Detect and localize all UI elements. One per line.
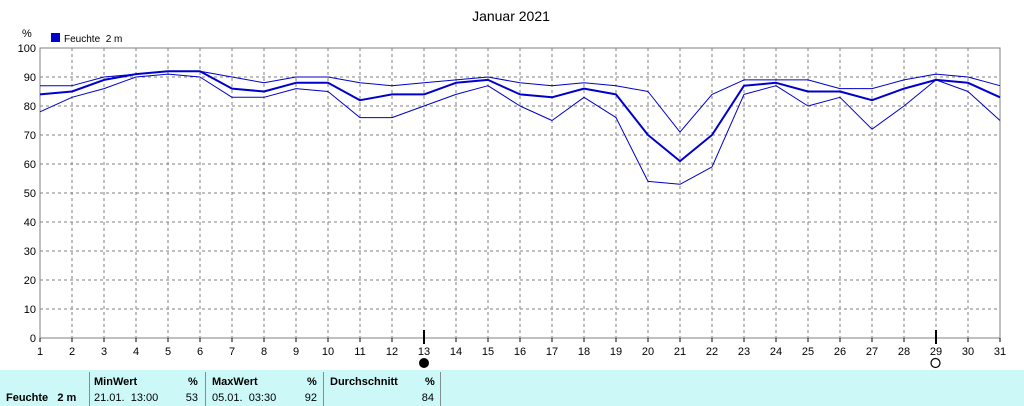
min-header: MinWert bbox=[94, 376, 138, 388]
max-unit: % bbox=[307, 376, 317, 388]
x-tick-label: 18 bbox=[578, 346, 590, 358]
x-axis: 1 2 3 4 5 6 7 8 9 10 11 12 13 14 15 16 17 18 19 20 21 22 23 24 2… bbox=[37, 338, 1006, 358]
y-tick-label: 100 bbox=[18, 43, 36, 55]
y-tick-label: 50 bbox=[24, 188, 36, 200]
x-tick-label: 20 bbox=[642, 346, 654, 358]
x-tick-label: 5 bbox=[165, 346, 171, 358]
x-tick-label: 13 bbox=[418, 346, 430, 358]
y-tick-label: 20 bbox=[24, 275, 36, 287]
x-tick-label: 25 bbox=[802, 346, 814, 358]
y-tick-label: 80 bbox=[24, 101, 36, 113]
x-tick-label: 27 bbox=[866, 346, 878, 358]
y-tick-label: 10 bbox=[24, 304, 36, 316]
x-tick-label: 4 bbox=[133, 346, 139, 358]
max-header: MaxWert bbox=[212, 376, 258, 388]
y-axis: 0 10 20 30 40 50 60 70 80 90 100 bbox=[18, 43, 36, 345]
x-tick-label: 31 bbox=[994, 346, 1006, 358]
stats-panel: Feuchte 2 m MinWert % 21.01. 13:00 53 Ma… bbox=[0, 370, 1024, 406]
x-tick-label: 21 bbox=[674, 346, 686, 358]
x-tick-label: 12 bbox=[386, 346, 398, 358]
avg-value: 84 bbox=[421, 392, 434, 404]
humidity-chart: Januar 2021 % Feuchte 2 m 0 10 20 30 40 50 60 7… bbox=[18, 8, 1006, 369]
x-tick-label: 22 bbox=[706, 346, 718, 358]
x-tick-label: 1 bbox=[37, 346, 43, 358]
y-axis-unit: % bbox=[22, 28, 32, 40]
min-time: 21.01. 13:00 bbox=[94, 392, 159, 404]
avg-header: Durchschnitt bbox=[330, 376, 398, 388]
avg-unit: % bbox=[425, 376, 435, 388]
moon-markers bbox=[419, 330, 941, 369]
x-tick-label: 3 bbox=[101, 346, 107, 358]
x-tick-label: 17 bbox=[546, 346, 558, 358]
x-tick-label: 15 bbox=[482, 346, 494, 358]
max-time: 05.01. 03:30 bbox=[212, 392, 277, 404]
x-tick-label: 14 bbox=[450, 346, 462, 358]
x-tick-label: 16 bbox=[514, 346, 526, 358]
y-tick-label: 0 bbox=[30, 333, 36, 345]
y-tick-label: 30 bbox=[24, 246, 36, 258]
series-line-max bbox=[40, 70, 1001, 133]
x-tick-label: 10 bbox=[322, 346, 334, 358]
series-line-min bbox=[39, 73, 1001, 185]
x-tick-label: 24 bbox=[770, 346, 782, 358]
max-value: 92 bbox=[304, 392, 317, 404]
x-tick-label: 11 bbox=[354, 346, 365, 358]
x-tick-label: 9 bbox=[293, 346, 299, 358]
x-tick-label: 2 bbox=[69, 346, 75, 358]
x-tick-label: 19 bbox=[610, 346, 622, 358]
x-tick-label: 7 bbox=[229, 346, 235, 358]
legend-label: Feuchte 2 m bbox=[64, 34, 122, 45]
y-tick-label: 90 bbox=[24, 72, 36, 84]
full-moon-icon bbox=[930, 357, 941, 369]
legend-swatch bbox=[51, 33, 60, 42]
x-tick-label: 29 bbox=[930, 346, 942, 358]
min-unit: % bbox=[188, 376, 198, 388]
series-lines bbox=[39, 70, 1001, 185]
grid-lines bbox=[40, 48, 1000, 338]
y-tick-label: 40 bbox=[24, 217, 36, 229]
x-tick-label: 23 bbox=[738, 346, 750, 358]
x-tick-label: 8 bbox=[261, 346, 267, 358]
x-tick-label: 26 bbox=[834, 346, 846, 358]
min-value: 53 bbox=[185, 392, 198, 404]
chart-title: Januar 2021 bbox=[472, 8, 550, 24]
x-tick-label: 28 bbox=[898, 346, 910, 358]
x-tick-label: 6 bbox=[197, 346, 203, 358]
stats-row-label: Feuchte 2 m bbox=[6, 392, 77, 404]
new-moon-icon bbox=[419, 358, 429, 368]
x-tick-label: 30 bbox=[962, 346, 974, 358]
y-tick-label: 70 bbox=[24, 130, 36, 142]
y-tick-label: 60 bbox=[24, 159, 36, 171]
